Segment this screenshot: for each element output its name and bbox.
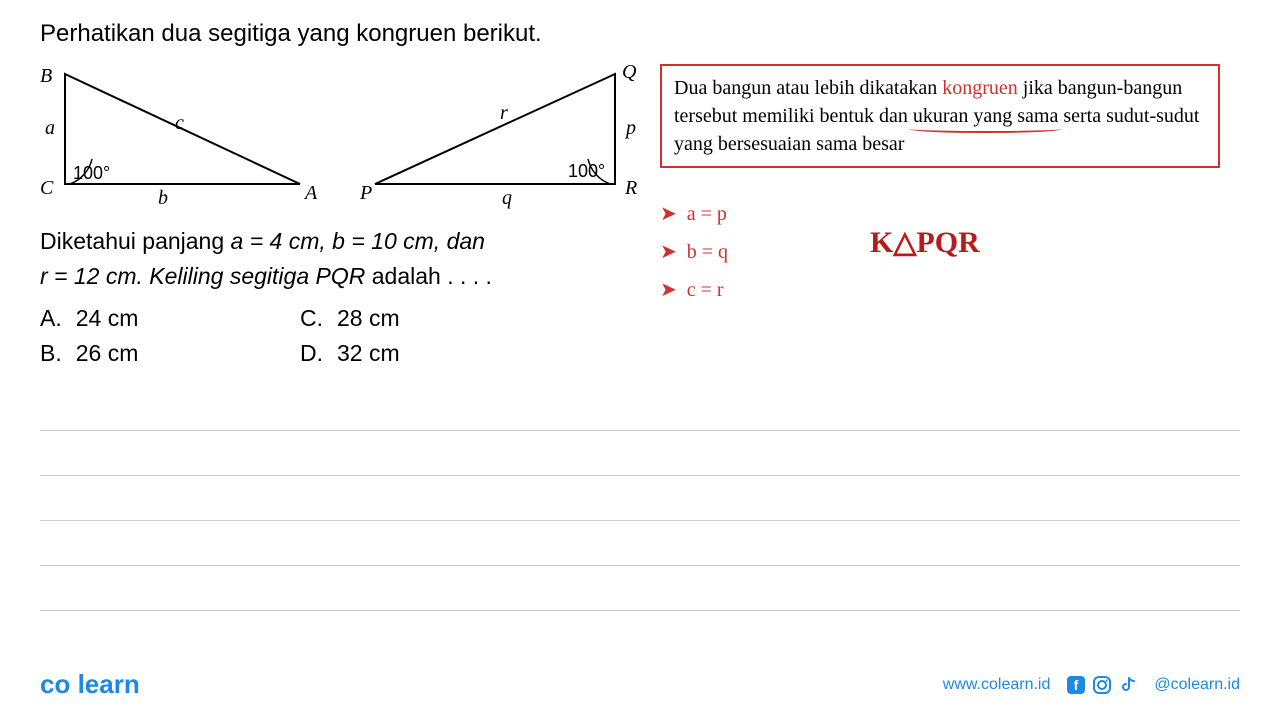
handwritten-note: K△PQR bbox=[870, 225, 980, 260]
svg-text:f: f bbox=[1074, 677, 1079, 693]
angle-c-label: 100° bbox=[73, 163, 110, 183]
side-c-label: c bbox=[175, 112, 184, 134]
info-box: Dua bangun atau lebih dikatakan kongruen… bbox=[660, 64, 1220, 168]
answer-a[interactable]: A. 24 cm bbox=[40, 305, 300, 332]
answer-d-label: D. bbox=[300, 340, 323, 367]
answer-c-label: C. bbox=[300, 305, 323, 332]
q-pqr: PQR bbox=[316, 263, 366, 289]
vertex-p-label: P bbox=[359, 182, 372, 204]
vertex-r-label: R bbox=[624, 177, 637, 199]
hline bbox=[40, 610, 1240, 611]
info-text-pre: Dua bangun atau lebih dikatakan bbox=[674, 77, 942, 99]
triangle-abc: B C A a b c 100° bbox=[40, 64, 340, 214]
side-q-label: q bbox=[502, 187, 512, 209]
vertex-q-label: Q bbox=[622, 64, 637, 83]
hline bbox=[40, 475, 1240, 476]
annotation-3: ➤ c = r bbox=[660, 271, 728, 309]
annotation-1-text: a = p bbox=[687, 203, 727, 225]
answer-b-label: B. bbox=[40, 340, 62, 367]
page-title: Perhatikan dua segitiga yang kongruen be… bbox=[40, 20, 1240, 48]
q-line2-pre: r = 12 cm. Keliling segitiga bbox=[40, 263, 316, 289]
social-icons: f bbox=[1066, 675, 1138, 695]
answer-c-value: 28 cm bbox=[337, 305, 400, 332]
annotation-2: ➤ b = q bbox=[660, 233, 728, 271]
logo-co: co bbox=[40, 669, 70, 699]
instagram-icon[interactable] bbox=[1092, 675, 1112, 695]
question-text: Diketahui panjang a = 4 cm, b = 10 cm, d… bbox=[40, 224, 600, 293]
answer-c[interactable]: C. 28 cm bbox=[300, 305, 560, 332]
kongruen-word: kongruen bbox=[942, 77, 1018, 99]
side-r-label: r bbox=[500, 102, 508, 124]
diagram-row: B C A a b c 100° Q R P p q r 100° bbox=[40, 64, 1240, 204]
answer-a-value: 24 cm bbox=[76, 305, 139, 332]
answer-d-value: 32 cm bbox=[337, 340, 400, 367]
arrow-icon: ➤ bbox=[660, 233, 677, 271]
q-b-eq: b = 10 cm, dan bbox=[332, 228, 485, 254]
annotation-3-text: c = r bbox=[687, 279, 724, 301]
underlined-phrase: ukuran yang sama bbox=[913, 102, 1059, 130]
answer-d[interactable]: D. 32 cm bbox=[300, 340, 560, 367]
angle-r-label: 100° bbox=[568, 161, 605, 181]
tiktok-icon[interactable] bbox=[1118, 675, 1138, 695]
arrow-icon: ➤ bbox=[660, 195, 677, 233]
annotation-2-text: b = q bbox=[687, 241, 728, 263]
annotations: ➤ a = p ➤ b = q ➤ c = r bbox=[660, 195, 728, 309]
side-p-label: p bbox=[624, 117, 636, 139]
answer-a-label: A. bbox=[40, 305, 62, 332]
triangles-diagram: B C A a b c 100° Q R P p q r 100° bbox=[40, 64, 650, 204]
hline bbox=[40, 430, 1240, 431]
hline bbox=[40, 520, 1240, 521]
annotation-1: ➤ a = p bbox=[660, 195, 728, 233]
vertex-c-label: C bbox=[40, 177, 54, 199]
vertex-b-label: B bbox=[40, 65, 52, 87]
q-line1-pre: Diketahui panjang bbox=[40, 228, 231, 254]
footer-url[interactable]: www.colearn.id bbox=[943, 676, 1051, 694]
answer-grid: A. 24 cm C. 28 cm B. 26 cm D. 32 cm bbox=[40, 305, 600, 367]
triangle-pqr: Q R P p q r 100° bbox=[350, 64, 650, 214]
footer: co learn www.colearn.id f @colearn.id bbox=[40, 669, 1240, 700]
hline bbox=[40, 565, 1240, 566]
answer-b-value: 26 cm bbox=[76, 340, 139, 367]
q-line2-post: adalah . . . . bbox=[365, 263, 492, 289]
vertex-a-label: A bbox=[303, 182, 318, 204]
ruled-lines bbox=[40, 430, 1240, 655]
q-a-eq: a = 4 cm, bbox=[231, 228, 333, 254]
facebook-icon[interactable]: f bbox=[1066, 675, 1086, 695]
logo-learn: learn bbox=[78, 669, 140, 699]
arrow-icon: ➤ bbox=[660, 271, 677, 309]
colearn-logo: co learn bbox=[40, 669, 140, 700]
footer-handle[interactable]: @colearn.id bbox=[1154, 676, 1240, 694]
answer-b[interactable]: B. 26 cm bbox=[40, 340, 300, 367]
footer-right: www.colearn.id f @colearn.id bbox=[943, 675, 1240, 695]
side-a-label: a bbox=[45, 117, 55, 139]
side-b-label: b bbox=[158, 187, 168, 209]
